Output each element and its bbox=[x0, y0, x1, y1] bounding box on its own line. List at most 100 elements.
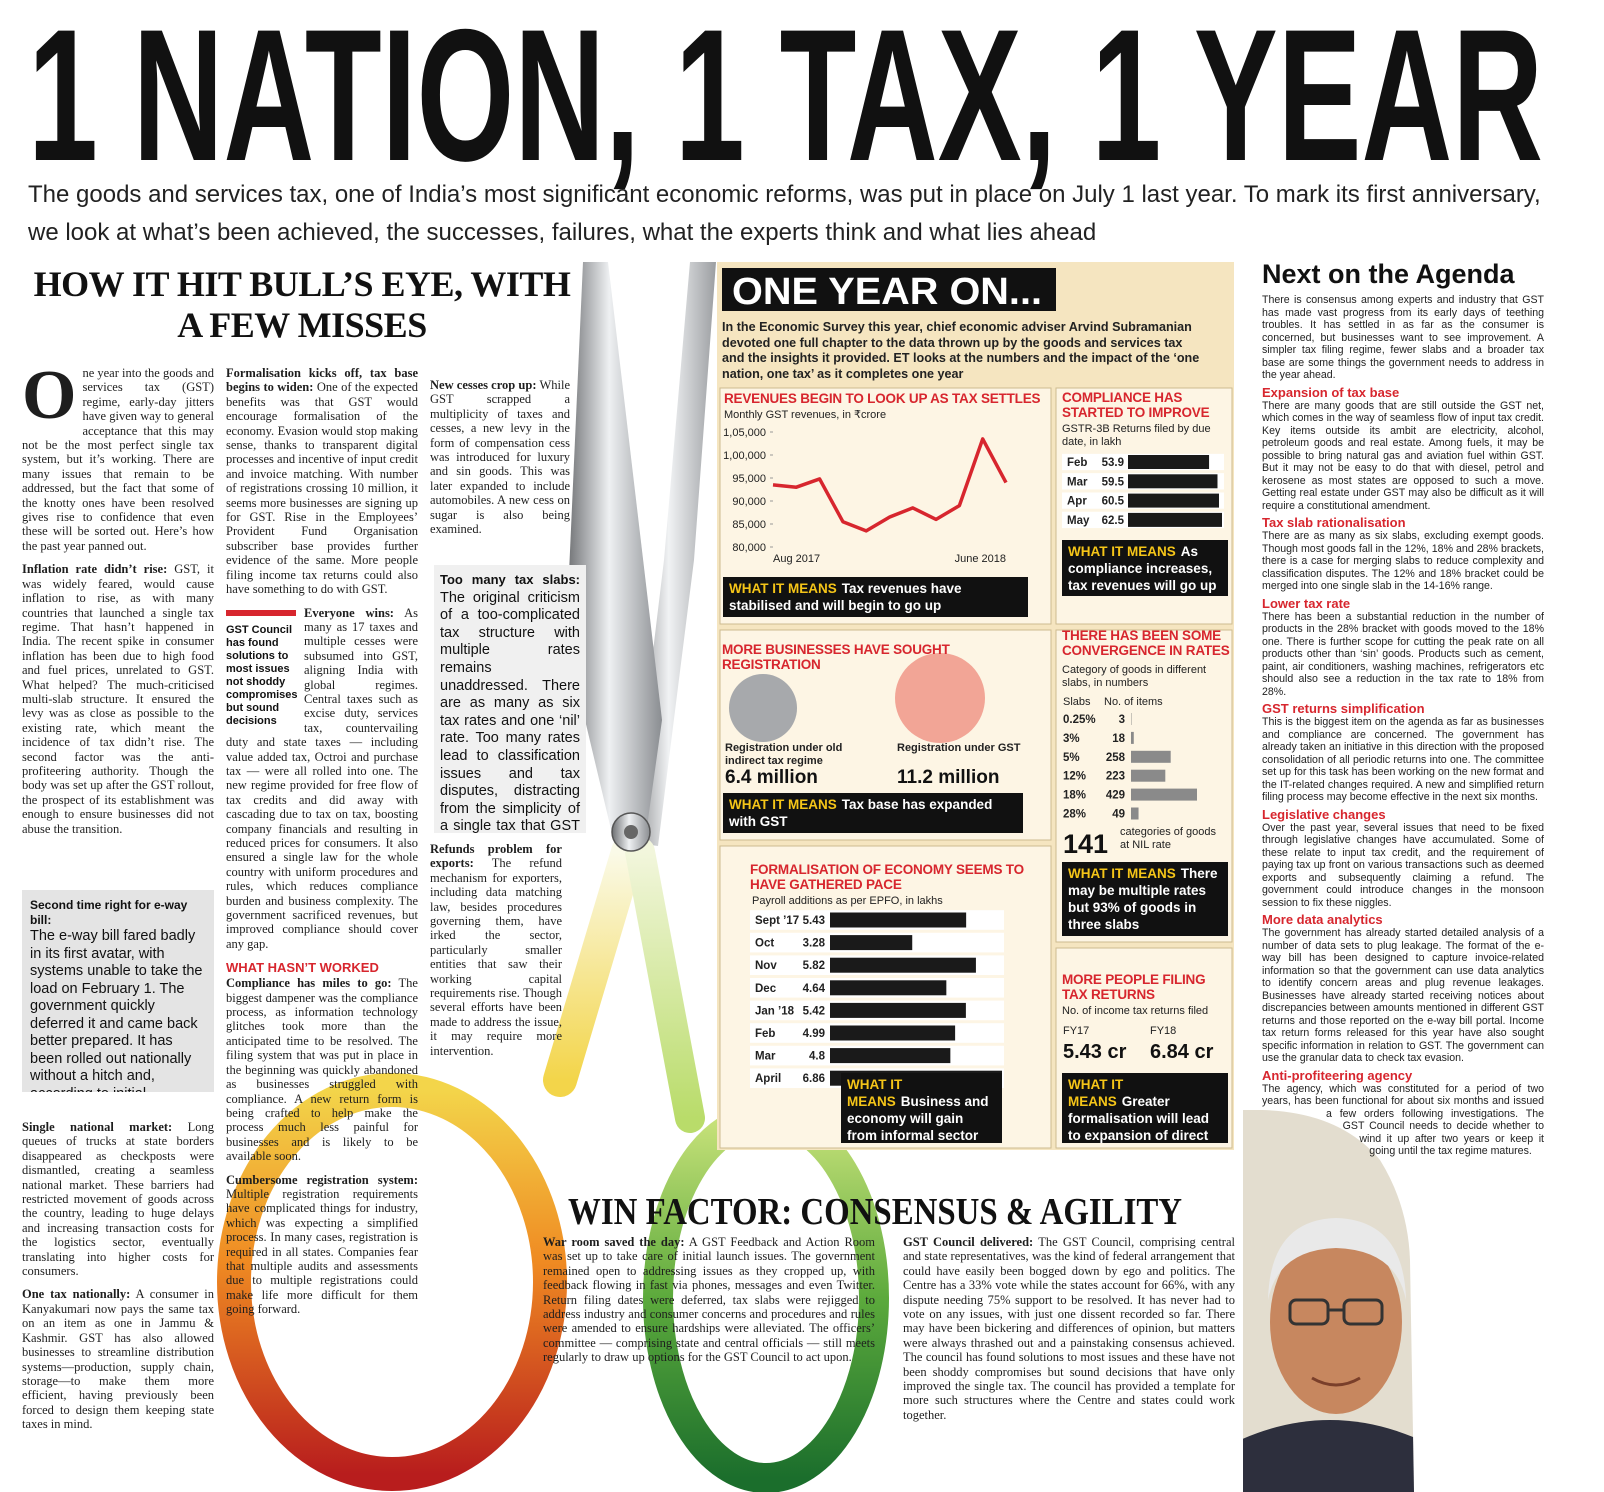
callout-box: Second time right for e-way bill: The e-… bbox=[22, 890, 214, 1092]
paragraph: GST Council delivered: The GST Council, … bbox=[903, 1235, 1235, 1422]
paragraph: Cumbersome registration system: Multiple… bbox=[226, 1173, 418, 1317]
category-label: Mar bbox=[1067, 476, 1088, 488]
revenue-line bbox=[772, 437, 1008, 533]
infographic-title: ONE YEAR ON... bbox=[732, 271, 1042, 313]
subhead: WHAT HASN’T WORKED bbox=[226, 960, 379, 976]
category-label: Mar bbox=[755, 1051, 776, 1063]
category-label: Oct bbox=[755, 938, 774, 950]
paragraph: Everyone wins: As many as 17 taxes and m… bbox=[226, 606, 418, 952]
chart-subtitle: No. of income tax returns filed bbox=[1062, 1005, 1209, 1017]
category-label: FY17 bbox=[1063, 1025, 1089, 1037]
category-label: 3% bbox=[1063, 733, 1080, 745]
category-label: 18% bbox=[1063, 790, 1086, 802]
category-label: Apr bbox=[1067, 496, 1087, 508]
bar bbox=[830, 957, 976, 973]
category-label: Sept ’17 bbox=[755, 915, 799, 927]
what-it-means-text: Greater formalisation will lead to expan… bbox=[1068, 1094, 1210, 1143]
win-factor-title: WIN FACTOR: CONSENSUS & AGILITY bbox=[568, 1191, 1182, 1233]
y-tick-label: 1,00,000 bbox=[723, 450, 766, 462]
bar bbox=[830, 935, 913, 951]
body-text: While GST scrapped a multiplicity of tax… bbox=[430, 378, 570, 537]
article-column: War room saved the day: A GST Feedback a… bbox=[543, 1235, 875, 1447]
what-it-means: WHAT IT MEANS Tax revenues have stabilise… bbox=[723, 577, 1028, 617]
chart-title: MORE BUSINESSES HAVE SOUGHT REGISTRATION bbox=[722, 642, 950, 672]
value-label: 53.9 bbox=[1102, 457, 1124, 469]
bar bbox=[1128, 474, 1218, 489]
value-label: 18 bbox=[1112, 733, 1125, 745]
agenda-heading: Legislative changes bbox=[1262, 806, 1386, 822]
bar bbox=[1131, 769, 1166, 782]
photo-hair bbox=[1268, 1218, 1406, 1300]
paragraph: War room saved the day: A GST Feedback a… bbox=[543, 1235, 875, 1365]
category-label: Jan ’18 bbox=[755, 1005, 795, 1017]
value-label: 60.5 bbox=[1102, 496, 1125, 508]
what-it-means: WHAT IT MEANS There may be multiple rates… bbox=[1062, 862, 1228, 936]
chart-title: THERE HAS BEEN SOME CONVERGENCE IN RATES bbox=[1062, 628, 1230, 658]
value-label: 5.82 bbox=[803, 960, 825, 972]
agenda-heading: Tax slab rationalisation bbox=[1262, 515, 1406, 530]
bar bbox=[1128, 493, 1219, 508]
paragraph: Inflation rate didn’t rise: GST, it was … bbox=[22, 562, 214, 836]
value-label: 4.99 bbox=[803, 1028, 825, 1040]
infographic-intro: In the Economic Survey this year, chief … bbox=[722, 320, 1200, 381]
value-label: 6.84 cr bbox=[1150, 1041, 1214, 1063]
paragraph: Formalisation kicks off, tax base begins… bbox=[226, 366, 418, 597]
value-label: 5.42 bbox=[803, 1005, 825, 1017]
value-label: 5.43 cr bbox=[1063, 1041, 1127, 1063]
body-text: Long queues of trucks at state borders d… bbox=[22, 1120, 214, 1279]
agenda-text: Over the past year, several issues that … bbox=[1262, 821, 1544, 909]
value-label: 4.8 bbox=[809, 1051, 826, 1063]
body-text: The biggest dampener was the compliance … bbox=[226, 976, 418, 1164]
bar bbox=[1131, 807, 1139, 820]
paragraph: Single national market: Long queues of t… bbox=[22, 1120, 214, 1278]
agenda-text: This is the biggest item on the agenda a… bbox=[1262, 716, 1544, 803]
photo-suit bbox=[1243, 1420, 1414, 1492]
body-text: Multiple registration requirements have … bbox=[226, 1186, 418, 1317]
headline: 1 NATION, 1 TAX, 1 YEAR bbox=[28, 0, 1543, 200]
value-label: 11.2 million bbox=[897, 767, 999, 788]
body-text: GST, it was widely feared, would cause i… bbox=[22, 562, 214, 836]
scissor-handle bbox=[217, 1073, 567, 1491]
lead-in: Single national market: bbox=[22, 1120, 173, 1134]
bar bbox=[830, 1025, 956, 1041]
value-label: 3 bbox=[1119, 714, 1125, 726]
value-label: 6.86 bbox=[803, 1073, 825, 1085]
category-label: 0.25% bbox=[1063, 714, 1096, 726]
body-text: As many as 17 taxes and multiple cesses … bbox=[226, 605, 418, 951]
bar bbox=[1128, 455, 1210, 469]
category-label: Dec bbox=[755, 983, 777, 995]
lead-in: Too many tax slabs: bbox=[440, 572, 580, 587]
agenda-text: The agency, which was constituted for a … bbox=[1262, 1082, 1544, 1158]
bar bbox=[1131, 731, 1134, 744]
body-text: The e-way bill fared badly in its first … bbox=[30, 928, 203, 1092]
article-column: GST Council delivered: The GST Council, … bbox=[903, 1235, 1235, 1447]
agenda-column: Next on the Agenda There is consensus amo… bbox=[1256, 258, 1544, 1492]
value-label: 3.28 bbox=[803, 938, 826, 950]
lead-in: One tax nationally: bbox=[22, 1287, 131, 1302]
body-text: One of the expected benefits was that GS… bbox=[226, 380, 418, 597]
scissor-shank bbox=[543, 835, 645, 1097]
bar bbox=[830, 980, 947, 996]
scissor-shank bbox=[625, 837, 705, 1133]
portrait-photo bbox=[1243, 1110, 1414, 1492]
slabs-box: Too many tax slabs: The original critici… bbox=[434, 565, 586, 833]
bar bbox=[1128, 512, 1222, 527]
article-title: HOW IT HIT BULL’S EYE, WITH A FEW MISSES bbox=[33, 264, 571, 345]
body-text: The refund mechanism for exporters, incl… bbox=[430, 856, 562, 1058]
bubble-label: Registration under GST bbox=[897, 742, 1021, 754]
chart-subtitle: Payroll additions as per EPFO, in lakhs bbox=[752, 895, 943, 907]
what-it-means-label: WHAT IT MEANS bbox=[847, 1077, 903, 1109]
body-text: The original criticism of a too-complica… bbox=[440, 589, 580, 833]
what-it-means-label: WHAT IT MEANS bbox=[1068, 544, 1176, 559]
chart-title: FORMALISATION OF ECONOMY SEEMS TO HAVE G… bbox=[750, 862, 1024, 892]
bubble-label: Registration under old indirect tax regi… bbox=[725, 742, 843, 767]
y-tick-label: 85,000 bbox=[732, 519, 766, 531]
value-label: 5.43 bbox=[803, 915, 825, 927]
article-column: Refunds problem for exports: The refund … bbox=[430, 842, 562, 1098]
lead-in: Second time right for e-way bill: bbox=[30, 898, 188, 927]
bar bbox=[1131, 788, 1197, 801]
y-tick-label: 90,000 bbox=[732, 496, 766, 508]
lead-in: Refunds problem for exports: bbox=[430, 842, 562, 871]
